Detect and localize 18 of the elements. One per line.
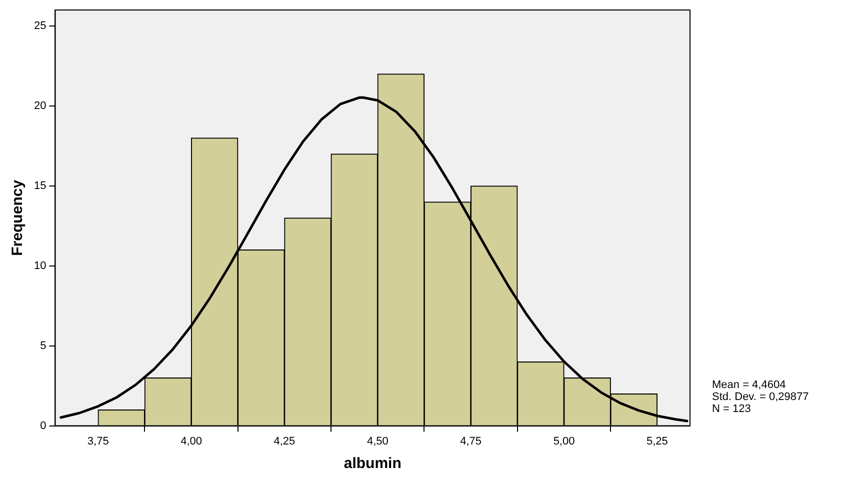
y-tick-label: 0 bbox=[40, 420, 46, 432]
x-tick-label: 4,50 bbox=[366, 435, 388, 448]
text: Mean = 4,4604 bbox=[712, 379, 787, 391]
x-tick-label: 3,75 bbox=[87, 435, 109, 448]
text: N = 123 bbox=[712, 403, 752, 415]
y-axis-title: Frequency bbox=[9, 179, 26, 256]
y-tick-label: 5 bbox=[40, 340, 46, 352]
x-tick-label: 5,00 bbox=[553, 435, 575, 448]
text: Std. Dev. = 0,29877 bbox=[712, 391, 809, 403]
y-tick-label: 10 bbox=[34, 260, 46, 272]
x-tick-label: 5,25 bbox=[646, 435, 668, 448]
x-axis-title: albumin bbox=[344, 455, 402, 472]
x-tick-label: 4,25 bbox=[274, 435, 296, 448]
y-tick-label: 20 bbox=[34, 100, 46, 112]
x-tick-label: 4,75 bbox=[460, 435, 482, 448]
y-tick-label: 15 bbox=[34, 180, 46, 192]
x-tick-label: 4,00 bbox=[180, 435, 202, 448]
y-tick-label: 25 bbox=[34, 20, 46, 32]
